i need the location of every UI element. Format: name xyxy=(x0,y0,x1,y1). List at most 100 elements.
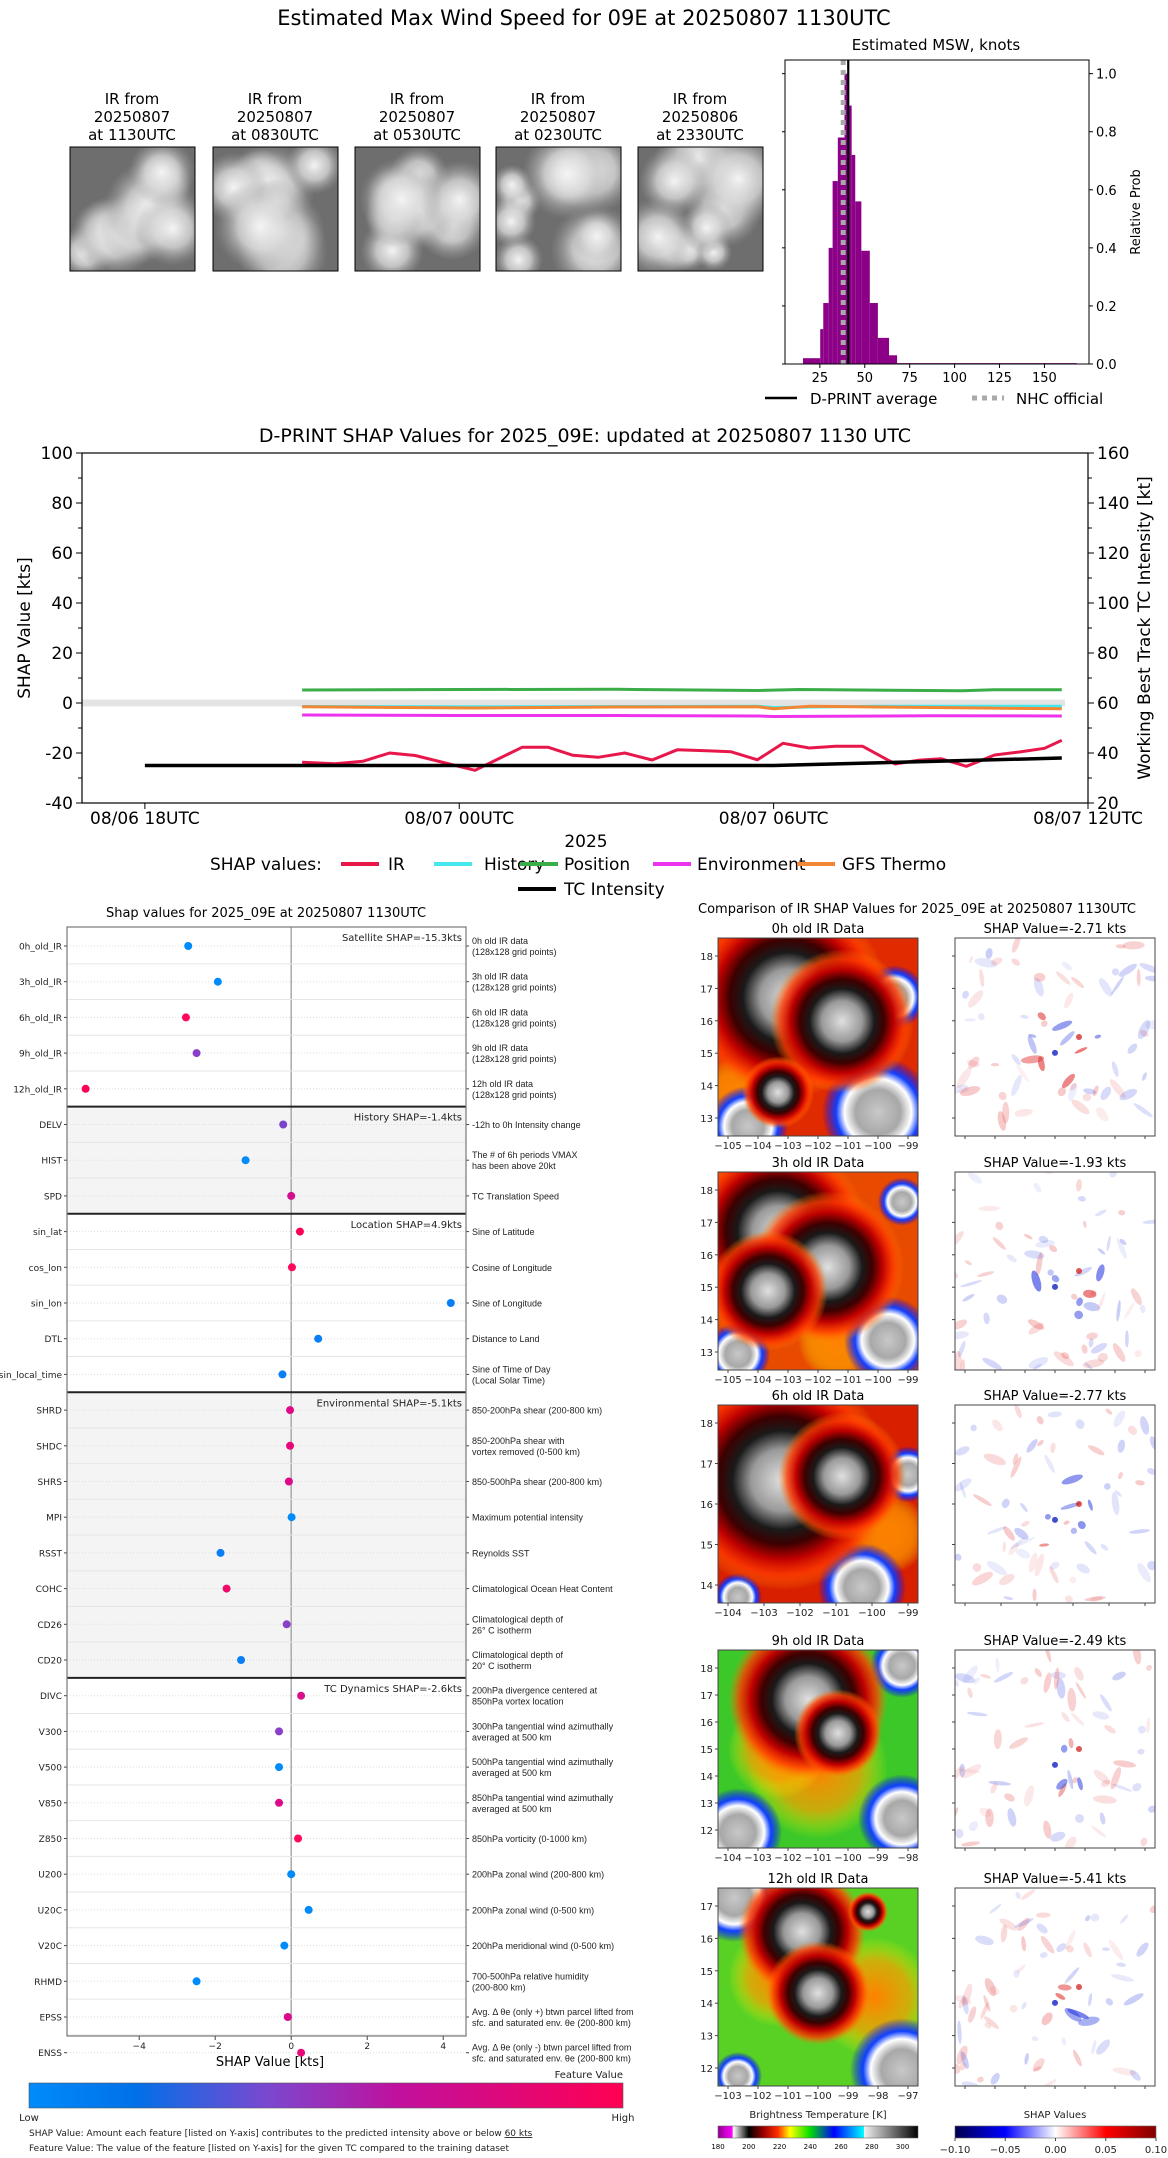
shap-anomaly xyxy=(1071,976,1085,989)
shap-anomaly xyxy=(1061,1712,1070,1723)
shap-anomaly xyxy=(986,1561,1007,1576)
shap-anomaly xyxy=(1100,1086,1112,1100)
shap-dot xyxy=(237,1656,246,1664)
shap-anomaly xyxy=(1053,1667,1060,1690)
shap-anomaly xyxy=(1090,1342,1108,1354)
shap-anomaly xyxy=(1031,1270,1042,1292)
feature-description: Climatological depth of 20° C isotherm xyxy=(472,1650,564,1671)
shap-anomaly xyxy=(1075,1179,1082,1192)
y2-tick-label: 40 xyxy=(1097,744,1119,764)
ir-image xyxy=(718,938,918,1136)
shap-anomaly xyxy=(1127,1425,1137,1435)
cold-cloud-top xyxy=(794,1689,882,1778)
shap-anomaly xyxy=(1075,1813,1084,1823)
shap-anomaly xyxy=(1148,1805,1155,1813)
shap-anomaly xyxy=(1016,1548,1031,1559)
y-tick-label: 0.4 xyxy=(1096,242,1117,257)
thumbnail-labels: IR from 20250807 at 1130UTC IR from 2025… xyxy=(88,90,744,144)
shap-anomaly xyxy=(1096,1264,1105,1282)
feature-name: 9h_old_IR xyxy=(19,1050,62,1060)
shap-anomaly xyxy=(995,1221,1004,1231)
histogram-title: Estimated MSW, knots xyxy=(852,36,1021,54)
feature-description-line: vortex removed (0-500 km) xyxy=(472,1447,580,1457)
shap-anomaly xyxy=(1077,1520,1086,1530)
latitude-label: 17 xyxy=(700,1902,713,1913)
feature-description: 200hPa meridional wind (0-500 km) xyxy=(472,1941,614,1951)
thumb-label: IR from xyxy=(673,90,728,108)
shap-anomaly xyxy=(1027,1319,1045,1330)
shap-anomaly xyxy=(961,1764,982,1779)
shap-anomaly xyxy=(1114,1490,1122,1497)
feature-description: 850hPa vorticity (0-1000 km) xyxy=(472,1834,587,1844)
longitude-label: −100 xyxy=(834,1853,861,1864)
shap-frame xyxy=(954,1404,1156,1604)
feature-description: Sine of Time of Day (Local Solar Time) xyxy=(472,1364,551,1385)
longitude-label: −102 xyxy=(744,2091,771,2102)
shap-anomaly xyxy=(955,1673,976,1684)
shap-anomaly xyxy=(1100,1544,1109,1551)
shap-anomaly xyxy=(958,1340,966,1358)
ir-panel-title: 0h old IR Data xyxy=(772,922,865,937)
group-shap-label: History SHAP=-1.4kts xyxy=(354,1113,462,1124)
longitude-label: −102 xyxy=(774,1853,801,1864)
shap-anomaly xyxy=(1035,1912,1051,1918)
y-tick-label: 0.2 xyxy=(1096,300,1117,315)
shap-map xyxy=(955,1650,1155,1848)
feature-name: sin_lat xyxy=(33,1228,62,1238)
shap-anomaly xyxy=(1076,1563,1090,1574)
shap-anomaly xyxy=(1009,1737,1028,1749)
shap-anomaly xyxy=(1002,1541,1006,1553)
shap-peak-positive xyxy=(1076,1984,1082,1990)
shap-anomaly xyxy=(1014,1405,1022,1419)
shap-anomaly xyxy=(1119,1088,1138,1101)
shap-anomaly xyxy=(1136,968,1141,987)
feature-name: U20C xyxy=(38,1906,62,1916)
shap-anomaly xyxy=(984,2022,992,2029)
shap-anomaly xyxy=(1096,2039,1111,2055)
shap-dot xyxy=(216,1548,225,1557)
shap-anomaly xyxy=(986,1526,1007,1535)
latitude-label: 18 xyxy=(700,952,713,963)
latitude-label: 12 xyxy=(700,2064,713,2075)
cold-cloud-top xyxy=(766,1940,870,2045)
shap-anomaly xyxy=(1061,2037,1067,2046)
feature-description: 300hPa tangential wind azimuthally averag… xyxy=(472,1721,614,1742)
shap-anomaly xyxy=(984,1978,997,1997)
longitude-label: −101 xyxy=(774,2091,801,2102)
clear-sky-patch xyxy=(858,1774,918,1848)
feature-name: sin_local_time xyxy=(0,1371,62,1381)
shap-anomaly xyxy=(959,1482,966,1499)
shap-anomaly xyxy=(1039,1543,1050,1547)
shap-anomaly xyxy=(1111,1974,1135,1982)
shap-dot xyxy=(213,977,222,986)
feature-description-line: Sine of Time of Day xyxy=(472,1364,551,1374)
beeswarm-title: Shap values for 2025_09E at 20250807 113… xyxy=(106,906,426,921)
shap-anomaly xyxy=(1123,1993,1144,2006)
ir-panel-title: 6h old IR Data xyxy=(772,1389,865,1404)
shap-anomaly xyxy=(968,2006,977,2023)
shap-anomaly xyxy=(1082,1220,1087,1228)
shap-dot xyxy=(81,1084,90,1093)
cloud-blob xyxy=(638,197,697,271)
thumb-label: at 0530UTC xyxy=(373,126,461,144)
shap-anomaly xyxy=(1003,1596,1014,1600)
shap-anomaly xyxy=(968,990,984,1008)
y2-tick-label: 160 xyxy=(1097,444,1129,464)
shap-timeseries-chart: -40 -20 0 20 40 60 80 100 20 40 60 80 100 120 140 160 08… xyxy=(41,444,1143,900)
feature-name: SPD xyxy=(44,1192,62,1202)
shap-anomaly xyxy=(1090,1913,1100,1922)
shap-background xyxy=(955,938,1155,1136)
shap-anomaly xyxy=(1088,1445,1105,1456)
shap-anomaly xyxy=(958,1997,966,2009)
shap-anomaly xyxy=(1119,1238,1127,1246)
feature-description-line: 26° C isotherm xyxy=(472,1625,532,1635)
shap-anomaly xyxy=(1091,2040,1097,2055)
shap-anomaly xyxy=(1043,1672,1052,1693)
feature-description-line: 850-200hPa shear with xyxy=(472,1436,565,1446)
shap-anomaly xyxy=(1077,1196,1086,1202)
shap-panel-title: SHAP Value=-1.93 kts xyxy=(984,1156,1127,1171)
feature-value-colorbar xyxy=(28,2082,624,2109)
bt-tick-label: 220 xyxy=(773,2143,786,2151)
shap-anomaly xyxy=(1053,1351,1074,1367)
shap-anomaly xyxy=(1020,1502,1028,1513)
